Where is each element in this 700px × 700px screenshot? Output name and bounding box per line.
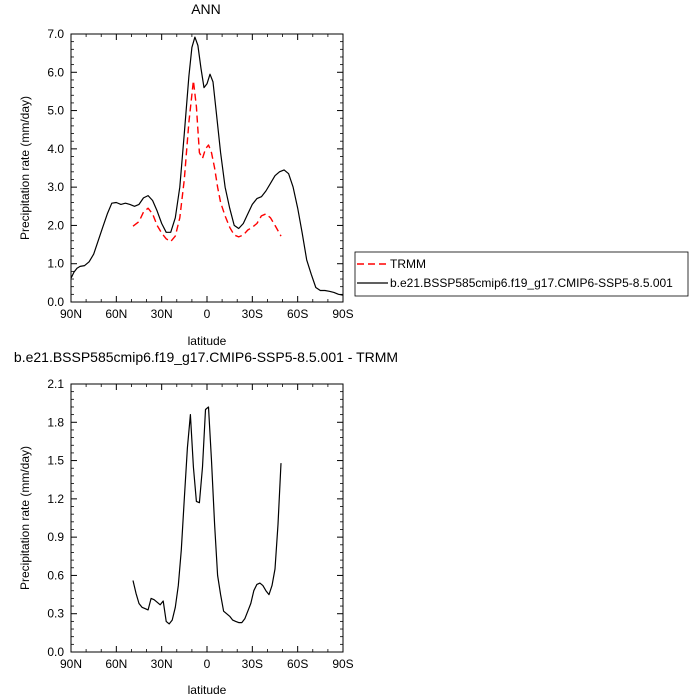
chart-top-series (70, 36, 344, 296)
chart-bottom-plot-area: 90N 60N 30N 0 30S 60S 90S 0.0 0.3 0.6 0.9 1.2 1.5 1.8… (47, 377, 353, 671)
chart-top-title: ANN (191, 1, 221, 17)
chart-bottom-ytick-label: 0.9 (47, 530, 64, 544)
chart-bottom-xlabel: latitude (188, 683, 227, 697)
chart-bottom-ylabel: Precipitation rate (mm/day) (18, 446, 32, 590)
chart-bottom-ytick-label: 0.0 (47, 645, 64, 659)
chart-bottom-xtick-label: 30N (151, 657, 173, 671)
chart-top-ytick-label: 4.0 (47, 142, 64, 156)
chart-top-ylabel: Precipitation rate (mm/day) (18, 96, 32, 240)
chart-top-ytick-label: 6.0 (47, 65, 64, 79)
chart-bottom-ytick-label: 2.1 (47, 377, 64, 391)
chart-top: ANN 90N 60N 30N 0 30S 60S 90S 0.0 1.0 2.0 3.0 4.0 5.… (18, 1, 354, 348)
chart-bottom: b.e21.BSSP585cmip6.f19_g17.CMIP6-SSP5-8.… (14, 349, 398, 697)
chart-top-legend: TRMM b.e21.BSSP585cmip6.f19_g17.CMIP6-SS… (354, 251, 689, 297)
chart-bottom-frame (70, 383, 344, 653)
chart-top-xtick-label: 30N (151, 307, 173, 321)
chart-bottom-series (132, 406, 282, 625)
chart-bottom-ytick-label: 1.8 (47, 415, 64, 429)
chart-top-ytick-label: 2.0 (47, 218, 64, 232)
chart-bottom-ytick-label: 1.5 (47, 454, 64, 468)
chart-top-xtick-label: 90N (60, 307, 82, 321)
legend-box (354, 251, 689, 297)
legend-model-label: b.e21.BSSP585cmip6.f19_g17.CMIP6-SSP5-8.… (390, 276, 673, 290)
chart-top-series-line-model (70, 36, 344, 296)
chart-top-xtick-label: 30S (242, 307, 263, 321)
chart-bottom-xtick-label: 60S (287, 657, 308, 671)
chart-top-ytick-label: 3.0 (47, 180, 64, 194)
chart-top-xtick-label: 60N (105, 307, 127, 321)
chart-top-plot-area: 90N 60N 30N 0 30S 60S 90S 0.0 1.0 2.0 3.0 4.0 5.0 6.0… (47, 27, 353, 321)
chart-top-xtick-label: 90S (332, 307, 353, 321)
chart-bottom-xtick-label: 90S (332, 657, 353, 671)
chart-bottom-ytick-label: 1.2 (47, 492, 64, 506)
chart-top-xtick-label: 60S (287, 307, 308, 321)
chart-bottom-title: b.e21.BSSP585cmip6.f19_g17.CMIP6-SSP5-8.… (14, 349, 398, 365)
chart-bottom-xtick-label: 90N (60, 657, 82, 671)
chart-bottom-ytick-label: 0.6 (47, 568, 64, 582)
chart-top-xtick-label: 0 (204, 307, 211, 321)
chart-bottom-xtick-label: 30S (242, 657, 263, 671)
chart-bottom-ytick-label: 0.3 (47, 607, 64, 621)
chart-top-ytick-label: 1.0 (47, 257, 64, 271)
chart-bottom-xtick-label: 60N (105, 657, 127, 671)
chart-bottom-xtick-label: 0 (204, 657, 211, 671)
chart-top-ytick-label: 7.0 (47, 27, 64, 41)
chart-top-ytick-label: 0.0 (47, 295, 64, 309)
chart-top-ticks: 90N 60N 30N 0 30S 60S 90S 0.0 1.0 2.0 3.0 4.0 5.0 6.0… (47, 27, 353, 321)
chart-bottom-ticks: 90N 60N 30N 0 30S 60S 90S 0.0 0.3 0.6 0.9 1.2 1.5 1.8… (47, 377, 353, 671)
chart-bottom-series-line-difference (132, 406, 282, 625)
chart-top-frame (70, 33, 344, 303)
legend-trmm-label: TRMM (390, 257, 426, 271)
chart-top-ytick-label: 5.0 (47, 104, 64, 118)
chart-top-xlabel: latitude (188, 334, 227, 348)
chart-top-series-line-trmm (132, 80, 282, 243)
